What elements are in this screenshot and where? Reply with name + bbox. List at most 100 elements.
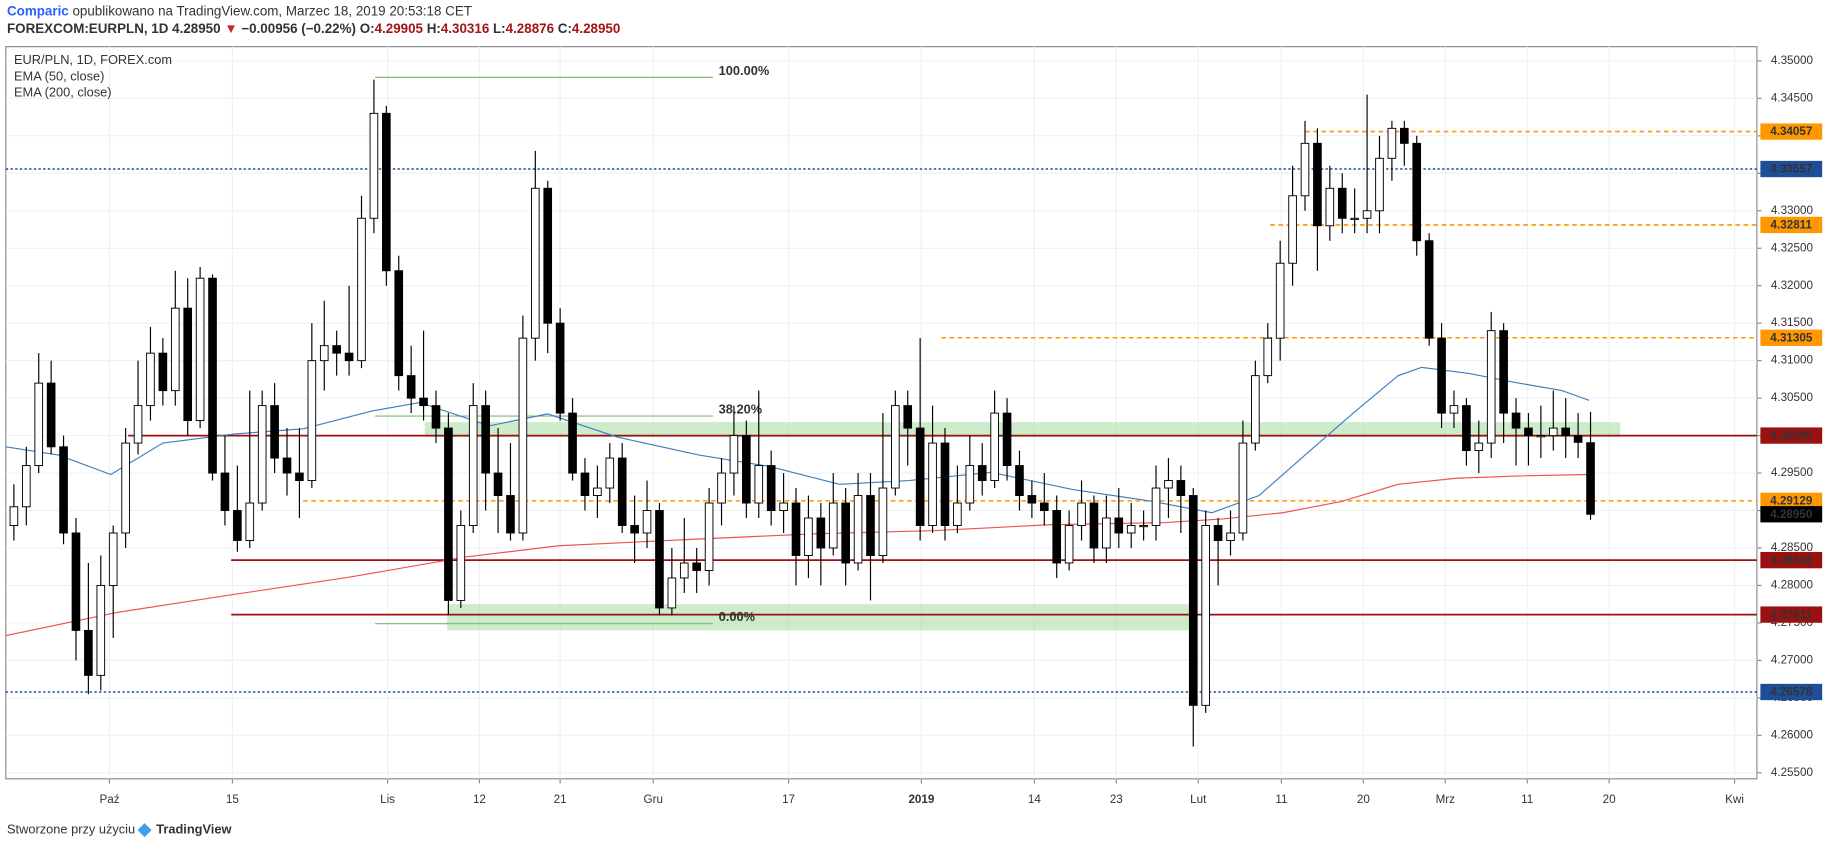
- candle-body: [493, 472, 503, 496]
- candle-body: [1213, 525, 1223, 541]
- published: opublikowano na TradingView.com, Marzec …: [69, 3, 472, 18]
- ohlc-value: 4.30316: [441, 21, 489, 36]
- ema-line: [5, 366, 1590, 514]
- candle-body: [903, 405, 913, 429]
- candle-body: [816, 517, 826, 549]
- ohlc-value: 4.29905: [375, 21, 424, 36]
- candle-body: [183, 307, 193, 422]
- candle-body: [1089, 502, 1099, 549]
- candle-body: [1548, 427, 1558, 437]
- x-tick-label: 2019: [908, 793, 934, 806]
- x-tick-label: Gru: [644, 793, 663, 806]
- zone: [447, 604, 1195, 631]
- candle-body: [1536, 435, 1546, 438]
- candle-body: [1188, 495, 1198, 706]
- candle-body: [1313, 142, 1322, 227]
- candle-body: [121, 442, 130, 534]
- candle-body: [1511, 412, 1521, 429]
- x-tick-label: 20: [1603, 793, 1616, 806]
- candle-body: [617, 457, 627, 526]
- y-tick-label: 4.32500: [1771, 241, 1814, 254]
- candle-body: [245, 502, 255, 541]
- price-tag: [1760, 427, 1823, 444]
- y-tick-label: 4.26000: [1771, 728, 1814, 741]
- price-tag: [1760, 683, 1823, 701]
- candle-body: [754, 465, 764, 504]
- header-line-2: FOREXCOM:EURPLN, 1D 4.28950 ▼ −0.00956 (…: [7, 21, 620, 36]
- x-tick-label: Paź: [99, 793, 119, 806]
- fib-label: 0.00%: [719, 609, 756, 624]
- candle-body: [1462, 405, 1471, 452]
- candle-body: [1573, 435, 1583, 443]
- candle-body: [779, 502, 788, 511]
- candle-body: [866, 495, 875, 556]
- candle-body: [84, 629, 93, 676]
- candle-body: [456, 525, 466, 601]
- candle-body: [878, 487, 888, 556]
- x-tick-label: 23: [1110, 793, 1123, 806]
- candle-body: [1226, 532, 1235, 541]
- candle-body: [580, 472, 590, 496]
- ohlc-value: 4.28950: [572, 21, 620, 36]
- author[interactable]: Comparic: [7, 3, 69, 18]
- candle-body: [1263, 337, 1273, 377]
- footer-brand[interactable]: TradingView: [156, 821, 231, 836]
- y-tick-label: 4.27000: [1771, 653, 1814, 666]
- candle-body: [257, 405, 267, 504]
- candle-body: [195, 277, 205, 422]
- candle-body: [270, 405, 279, 459]
- price-tag-label: 4.26578: [1770, 686, 1813, 699]
- candle-body: [158, 352, 168, 392]
- x-tick-label: 12: [473, 793, 486, 806]
- x-tick-label: 17: [782, 793, 795, 806]
- x-tick-label: 11: [1275, 793, 1287, 806]
- candle-body: [1002, 412, 1012, 467]
- candle-body: [729, 435, 739, 474]
- y-tick-label: 4.34500: [1771, 91, 1814, 104]
- candle-body: [853, 495, 863, 564]
- candle-body: [1126, 525, 1136, 534]
- y-tick-label: 4.28500: [1771, 541, 1814, 554]
- candle-body: [233, 510, 242, 541]
- candle-body: [518, 337, 528, 534]
- zone: [424, 422, 1621, 438]
- candle-body: [630, 525, 639, 534]
- price-tag: [1760, 123, 1823, 140]
- candle-body: [1362, 210, 1372, 219]
- candle-body: [642, 510, 652, 534]
- candle-body: [667, 577, 677, 609]
- candle-body: [1151, 487, 1161, 526]
- candle-body: [804, 517, 813, 556]
- candle-body: [1052, 510, 1062, 564]
- candle-body: [1499, 330, 1508, 414]
- x-tick-label: Kwi: [1725, 793, 1744, 806]
- candle-body: [1300, 142, 1310, 197]
- candle-body: [170, 307, 180, 392]
- candle-body: [1201, 525, 1210, 706]
- candle-body: [71, 532, 81, 631]
- price-tag-label: 4.28338: [1770, 554, 1813, 567]
- candle-body: [96, 584, 106, 676]
- x-tick-label: Lut: [1190, 793, 1207, 806]
- y-tick-label: 4.31500: [1771, 316, 1814, 329]
- ohlc-label: H:: [427, 21, 441, 36]
- candle-body: [1251, 375, 1260, 444]
- candle-body: [1486, 330, 1496, 444]
- candle-body: [915, 427, 925, 526]
- candle-body: [220, 472, 230, 511]
- candle-body: [357, 217, 366, 362]
- price-tag-label: 4.30000: [1770, 429, 1812, 442]
- legend-ema200: EMA (200, close): [14, 85, 112, 100]
- price-tag: [1760, 551, 1823, 569]
- candle-body: [692, 562, 702, 571]
- ohlc-label: O:: [360, 21, 375, 36]
- y-tick-label: 4.31000: [1771, 354, 1814, 367]
- symbol: FOREXCOM:EURPLN, 1D: [7, 21, 169, 36]
- candle-body: [146, 352, 155, 407]
- candle-body: [9, 506, 19, 526]
- candle-body: [1164, 480, 1173, 489]
- fib-label: 38.20%: [719, 402, 763, 417]
- candle-body: [419, 397, 428, 407]
